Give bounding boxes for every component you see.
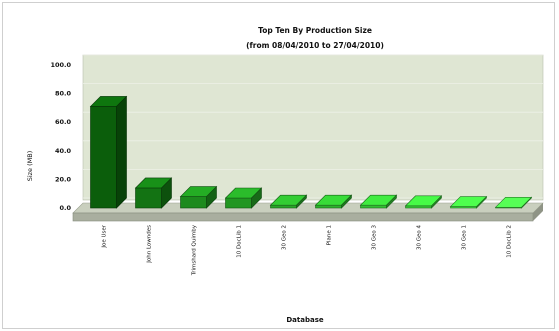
bar-front [225,197,252,209]
x-tick-label: 30 Geo 4 [417,225,423,251]
bar-front [270,204,297,209]
plot-floor-side [533,203,543,221]
bar [494,196,533,209]
bar-side [431,195,442,209]
bar [224,187,263,209]
bar-chart: 100.0 80.0 60.0 40.0 20.0 0.0 Joe User John Lo… [26,26,544,324]
bar-side [476,195,487,209]
bar-front [135,187,162,209]
bar [179,185,218,209]
bar-side [386,194,397,209]
x-tick-label: 10 DocLib 2 [507,225,513,258]
bar [314,194,353,209]
bar-side [251,187,262,209]
x-tick-label: 30 Geo 2 [282,225,288,250]
bar-side [116,95,127,209]
y-tick-label: 60.0 [55,118,72,126]
bar [89,95,128,209]
y-tick-label: 20.0 [55,175,72,183]
bar-side [206,185,217,209]
bar-front [90,106,117,209]
bar-side [161,177,172,209]
bar-front [360,204,387,209]
bar-front [180,196,207,209]
bar-front [405,205,432,209]
plot-back-wall [82,54,544,201]
bar-front [315,204,342,209]
bar [404,195,443,209]
bar-side [521,196,532,209]
bar-side [296,194,307,209]
chart-subtitle: (from 08/04/2010 to 27/04/2010) [246,41,384,50]
x-tick-label: John Lowndes [147,225,153,264]
bar [269,194,308,209]
bar-side [341,194,352,209]
y-tick-label: 80.0 [55,90,72,98]
x-tick-label: 30 Geo 3 [372,225,378,251]
x-tick-label: 10 DocLib 1 [237,225,243,258]
plot-floor-front [72,212,534,222]
y-tick-label: 0.0 [59,204,71,212]
x-tick-label: Joe User [102,224,108,248]
y-axis-label: Size (MB) [26,151,34,182]
x-tick-label: Plane 1 [327,225,333,245]
x-axis-label: Database [286,316,324,324]
y-tick-label: 40.0 [55,147,72,155]
x-tick-label: Trimshard Quimby [192,224,198,276]
bar [359,194,398,209]
x-tick-label: 30 Geo 1 [462,225,468,250]
bar [449,195,488,209]
chart-title: Top Ten By Production Size [258,26,372,35]
chart-frame: 100.0 80.0 60.0 40.0 20.0 0.0 Joe User John Lo… [2,2,555,329]
y-tick-label: 100.0 [50,61,71,69]
bar [134,177,173,209]
